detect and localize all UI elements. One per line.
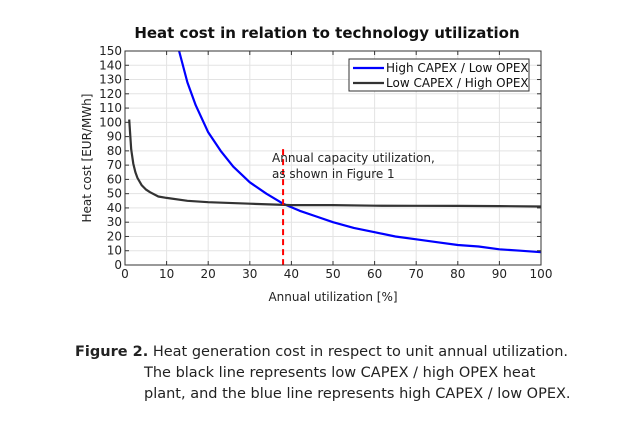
y-tick-label: 100 [99,115,122,129]
chart-title: Heat cost in relation to technology util… [134,24,519,42]
x-tick-label: 10 [159,267,174,281]
y-tick-label: 30 [107,215,122,229]
x-tick-label: 30 [242,267,257,281]
x-tick-label: 20 [201,267,216,281]
legend: High CAPEX / Low OPEX Low CAPEX / High O… [348,58,530,92]
series-line-high-capex [178,50,542,254]
y-tick-label: 40 [107,201,122,215]
y-tick-label: 80 [107,144,122,158]
chart: Heat cost in relation to technology util… [80,24,553,304]
y-tick-label: 60 [107,172,122,186]
x-axis-label: Annual utilization [%] [268,290,397,304]
figure-caption: Figure 2. Heat generation cost in respec… [75,342,571,405]
x-tick-label: 90 [492,267,507,281]
y-tick-label: 20 [107,229,122,243]
legend-label-low-capex: Low CAPEX / High OPEX [386,76,529,90]
x-tick-label: 40 [284,267,299,281]
legend-label-high-capex: High CAPEX / Low OPEX [386,61,529,75]
y-tick-label: 90 [107,130,122,144]
annotation-line-2: as shown in Figure 1 [272,167,395,181]
caption-line-1: Heat generation cost in respect to unit … [152,344,569,360]
y-tick-label: 140 [99,58,122,72]
y-tick-label: 110 [99,101,122,115]
x-tick-label: 70 [409,267,424,281]
y-tick-label: 10 [107,244,122,258]
y-tick-label: 0 [114,258,122,272]
x-tick-label: 60 [367,267,382,281]
caption-label: Figure 2. [75,344,149,360]
plot-frame [124,50,542,266]
y-tick-label: 120 [99,87,122,101]
annotation-line-1: Annual capacity utilization, [272,151,435,165]
x-tick-label: 80 [450,267,465,281]
legend-box [348,58,530,92]
caption-line-2: The black line represents low CAPEX / hi… [144,365,536,381]
annotation: Annual capacity utilization, as shown in… [272,151,435,181]
x-tick-label: 50 [325,267,340,281]
y-tick-label: 130 [99,73,122,87]
y-tick-label: 150 [99,44,122,58]
y-tick-label: 70 [107,158,122,172]
caption-line-3: plant, and the blue line represents high… [144,386,571,402]
y-tick-label: 50 [107,187,122,201]
series-line-low-capex [128,119,542,208]
x-tick-label: 0 [121,267,129,281]
y-axis-label: Heat cost [EUR/MWh] [80,94,94,223]
x-tick-label: 100 [530,267,553,281]
